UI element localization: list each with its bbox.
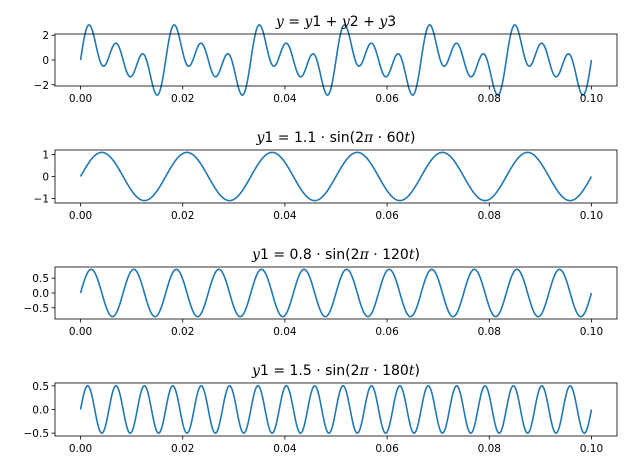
title-part: π xyxy=(359,247,370,263)
title-part: ) xyxy=(414,363,419,379)
title-part: 1 = 0.8 · sin(2 xyxy=(260,247,360,263)
title-part: · 120 xyxy=(369,247,409,263)
x-tick-label: 0.08 xyxy=(478,326,501,338)
subplot-2: 0.00 0.02 0.04 0.06 0.08 0.10 1 0 −1 y1 = 1.1 · s… xyxy=(34,130,618,222)
x-tick-label: 0.00 xyxy=(69,210,92,222)
y-tick-label: 0 xyxy=(42,55,49,67)
x-tick-label: 0.00 xyxy=(69,93,92,105)
title-part: y xyxy=(341,14,351,30)
series-line-2 xyxy=(79,151,593,202)
x-tick-label: 0.08 xyxy=(478,210,501,222)
x-tick-label: 0.04 xyxy=(273,210,297,222)
title-part: 2 + xyxy=(350,14,380,30)
x-tick-label: 0.06 xyxy=(375,210,399,222)
x-tick-label: 0.06 xyxy=(375,93,399,105)
x-tick-label: 0.08 xyxy=(478,443,501,455)
title-part: t xyxy=(404,130,410,146)
title-part: 1 = 1.5 · sin(2 xyxy=(260,363,360,379)
x-tick-label: 0.10 xyxy=(580,326,603,338)
x-tick-label: 0.06 xyxy=(375,326,399,338)
y-tick-label: 0.0 xyxy=(32,288,49,300)
title-part: 3 xyxy=(387,14,396,30)
x-tick-label: 0.10 xyxy=(580,443,603,455)
y-tick-label: −2 xyxy=(34,80,49,92)
y-tick-label: 0.0 xyxy=(32,405,49,417)
x-tick-label: 0.00 xyxy=(69,443,92,455)
title-part: 1 + xyxy=(312,14,342,30)
x-tick-label: 0.02 xyxy=(171,326,194,338)
x-tick-label: 0.04 xyxy=(273,326,297,338)
y-tick-label: 0 xyxy=(42,172,49,184)
title-part: y xyxy=(275,14,285,30)
x-tick-label: 0.10 xyxy=(580,93,603,105)
y-tick-label: 2 xyxy=(42,30,49,42)
subplot-title-4: y1 = 1.5 · sin(2π · 180t) xyxy=(251,363,420,379)
title-part: y xyxy=(251,247,261,263)
title-part: · 60 xyxy=(373,130,404,146)
x-tick-label: 0.02 xyxy=(171,443,194,455)
title-part: = xyxy=(284,14,305,30)
x-tick-label: 0.02 xyxy=(171,93,194,105)
title-part: π xyxy=(359,363,370,379)
series-line-1 xyxy=(79,24,593,96)
title-part: 1 = 1.1 · sin(2 xyxy=(264,130,364,146)
y-tick-label: −0.5 xyxy=(24,303,50,315)
series-line-4 xyxy=(79,385,593,434)
y-tick-label: 1 xyxy=(42,150,49,162)
title-part: · 180 xyxy=(369,363,409,379)
y-tick-label: 0.5 xyxy=(32,381,49,393)
title-part: t xyxy=(409,363,415,379)
y-tick-label: 0.5 xyxy=(32,273,49,285)
subplot-title-2: y1 = 1.1 · sin(2π · 60t) xyxy=(256,130,416,146)
x-tick-label: 0.08 xyxy=(478,93,501,105)
y-tick-label: −0.5 xyxy=(24,428,50,440)
series-line-3 xyxy=(79,268,593,318)
x-tick-label: 0.02 xyxy=(171,210,194,222)
title-part: y xyxy=(251,363,261,379)
x-tick-label: 0.10 xyxy=(580,210,603,222)
title-part: π xyxy=(363,130,374,146)
x-tick-label: 0.06 xyxy=(375,443,399,455)
subplot-title-1: y = y1 + y2 + y3 xyxy=(275,14,396,30)
subplot-title-3: y1 = 0.8 · sin(2π · 120t) xyxy=(251,247,420,263)
subplot-3: 0.00 0.02 0.04 0.06 0.08 0.10 0.5 0.0 −0.5 y1 = 0… xyxy=(24,247,618,338)
y-tick-label: −1 xyxy=(34,193,49,205)
title-part: y xyxy=(303,14,313,30)
subplot-4: 0.00 0.02 0.04 0.06 0.08 0.10 0.5 0.0 −0.5 y1 = 1… xyxy=(24,363,618,455)
title-part: ) xyxy=(414,247,419,263)
title-part: t xyxy=(409,247,415,263)
x-tick-label: 0.04 xyxy=(273,93,297,105)
x-tick-label: 0.04 xyxy=(273,443,297,455)
title-part: ) xyxy=(410,130,415,146)
x-tick-label: 0.00 xyxy=(69,326,92,338)
title-part: y xyxy=(256,130,266,146)
title-part: y xyxy=(378,14,388,30)
